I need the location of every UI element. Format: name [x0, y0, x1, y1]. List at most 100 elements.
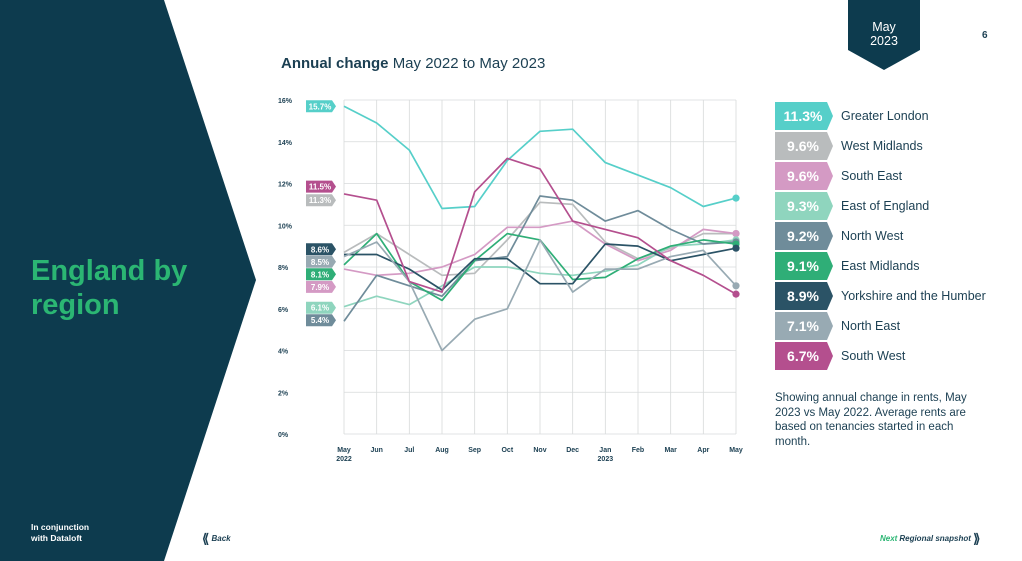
legend-label: North East	[841, 319, 901, 333]
legend-item: 7.1% North East	[775, 311, 1015, 341]
start-label-bg	[306, 100, 336, 113]
legend-swatch: 8.9%	[775, 281, 835, 311]
start-label-text: 11.3%	[309, 196, 331, 205]
x-tick-label: Jul	[404, 447, 414, 454]
x-tick-label: 2022	[336, 456, 352, 463]
start-label-tag: 15.7%	[306, 100, 336, 113]
start-label-tag: 8.5%	[306, 255, 336, 268]
start-label-bg	[306, 280, 336, 293]
legend-value: 9.1%	[787, 258, 819, 274]
x-tick-label: Dec	[566, 447, 579, 454]
start-label-text: 8.5%	[311, 258, 329, 267]
start-label-tag: 7.9%	[306, 280, 336, 293]
series-end-point	[732, 290, 740, 298]
y-tick-label: 4%	[278, 349, 289, 356]
y-tick-label: 2%	[278, 390, 289, 397]
left-panel	[0, 0, 260, 561]
legend-swatch: 9.2%	[775, 221, 835, 251]
start-label-bg	[306, 180, 336, 193]
month-badge-text: May 2023	[848, 20, 920, 48]
month-badge	[848, 0, 920, 70]
x-tick-label: Nov	[533, 447, 546, 454]
legend-item: 9.1% East Midlands	[775, 251, 1015, 281]
legend-swatch: 9.6%	[775, 131, 835, 161]
start-label-text: 15.7%	[309, 102, 332, 111]
legend-swatch: 9.6%	[775, 161, 835, 191]
next-accent-label: Next	[880, 534, 898, 543]
legend-label: East of England	[841, 199, 930, 213]
start-label-text: 11.5%	[309, 183, 331, 192]
chart-title: Annual change May 2022 to May 2023	[281, 55, 545, 72]
y-tick-label: 14%	[278, 140, 293, 147]
badge-month: May	[872, 20, 896, 34]
double-chevron-left-icon: ⟪	[202, 531, 210, 546]
section-title: England by region	[31, 255, 188, 321]
legend-value: 9.6%	[787, 138, 819, 154]
legend-item: 9.6% West Midlands	[775, 131, 1015, 161]
start-label-bg	[306, 314, 336, 327]
x-tick-label: Sep	[468, 447, 481, 454]
series-line-west-midlands	[343, 201, 736, 277]
legend-value: 8.9%	[787, 288, 819, 304]
legend: 11.3% Greater London 9.6% West Midlands …	[775, 101, 1015, 371]
legend-value: 7.1%	[787, 318, 819, 334]
legend-value: 11.3%	[783, 108, 823, 124]
legend-label: North West	[841, 229, 904, 243]
badge-year: 2023	[870, 34, 898, 48]
legend-value: 6.7%	[787, 348, 819, 364]
series-end-point	[732, 194, 740, 202]
double-chevron-right-icon: ⟫	[973, 531, 981, 546]
left-panel-shape	[0, 0, 256, 561]
legend-label: West Midlands	[841, 139, 923, 153]
legend-label: Greater London	[841, 109, 929, 123]
legend-item: 9.2% North West	[775, 221, 1015, 251]
chart-title-rest: May 2022 to May 2023	[392, 55, 546, 72]
start-label-bg	[306, 255, 336, 268]
legend-swatch: 11.3%	[775, 101, 835, 131]
legend-label: South East	[841, 169, 903, 183]
next-link[interactable]: Next Regional snapshot ⟫	[880, 531, 980, 547]
y-tick-label: 8%	[278, 265, 289, 272]
chart-title-bold: Annual change	[281, 55, 389, 72]
legend-item: 9.6% South East	[775, 161, 1015, 191]
y-tick-label: 12%	[278, 182, 293, 189]
legend-item: 6.7% South West	[775, 341, 1015, 371]
start-label-text: 7.9%	[311, 283, 329, 292]
legend-label: South West	[841, 349, 906, 363]
legend-value: 9.2%	[787, 228, 819, 244]
next-label: Regional snapshot	[899, 534, 971, 543]
page-number: 6	[982, 30, 988, 41]
series-end-point	[732, 230, 740, 238]
back-link[interactable]: ⟪ Back	[202, 531, 231, 547]
legend-label: Yorkshire and the Humber	[841, 289, 986, 303]
back-label: Back	[211, 534, 231, 543]
legend-swatch: 9.3%	[775, 191, 835, 221]
legend-label: East Midlands	[841, 259, 920, 273]
x-tick-label: May	[729, 447, 743, 454]
legend-item: 8.9% Yorkshire and the Humber	[775, 281, 1015, 311]
legend-value: 9.3%	[787, 198, 819, 214]
start-label-tag: 11.3%	[306, 194, 336, 207]
series-line-north-west	[343, 195, 737, 322]
series-line-south-east	[343, 220, 737, 277]
start-label-tag: 6.1%	[306, 301, 336, 314]
x-tick-label: 2023	[598, 456, 614, 463]
series-line-south-west	[343, 157, 737, 295]
y-tick-label: 10%	[278, 223, 293, 230]
series-end-point	[732, 282, 740, 290]
legend-item: 9.3% East of England	[775, 191, 1015, 221]
x-tick-label: Aug	[435, 447, 449, 454]
legend-value: 9.6%	[787, 168, 819, 184]
credit-text: In conjunction with Dataloft	[31, 522, 90, 543]
x-tick-label: Mar	[664, 447, 677, 454]
start-label-tag: 8.6%	[306, 243, 336, 256]
start-label-bg	[306, 194, 336, 207]
start-label-text: 8.6%	[311, 245, 329, 254]
y-tick-label: 6%	[278, 307, 289, 314]
chart-note: Showing annual change in rents, May 2023…	[775, 392, 967, 448]
y-tick-label: 16%	[278, 98, 293, 105]
start-label-text: 5.4%	[311, 316, 329, 325]
x-tick-label: Jun	[370, 447, 382, 454]
series-line-greater-london	[343, 105, 737, 210]
legend-item: 11.3% Greater London	[775, 101, 1015, 131]
